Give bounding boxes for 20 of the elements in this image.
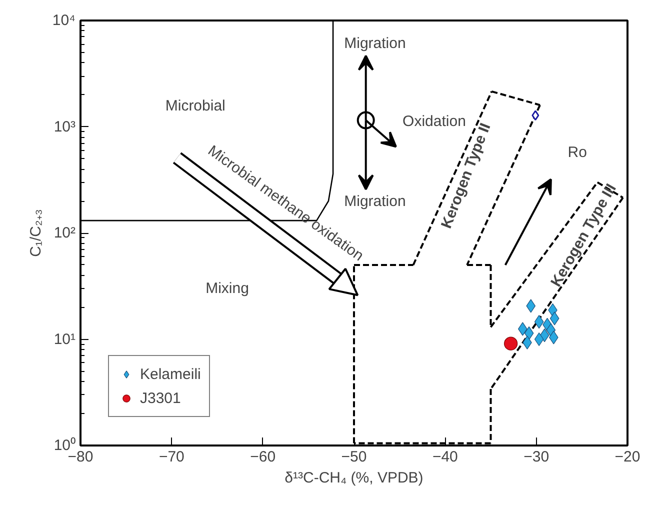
legend-label: J3301: [140, 390, 181, 406]
x-tick-label: −30: [524, 448, 550, 466]
x-tick-label: −60: [250, 448, 276, 466]
x-axis-title: δ¹³C-CH₄ (%, VPDB): [284, 470, 424, 486]
y-tick-label: 10⁴: [52, 12, 76, 29]
annotation: Mixing: [206, 280, 249, 298]
y-tick-label: 10¹: [54, 330, 76, 348]
x-tick-label: −20: [614, 448, 640, 466]
annotation: Ro: [568, 144, 587, 162]
legend-label: Kelameili: [140, 366, 201, 382]
annotation: Microbial: [165, 97, 226, 114]
y-tick-label: 10³: [54, 118, 76, 136]
x-tick-label: −70: [158, 448, 184, 466]
annotation: Migration: [344, 34, 406, 52]
annotation: Oxidation: [402, 113, 466, 130]
x-tick-label: −40: [432, 448, 458, 466]
y-axis-title: C₁/C₂₊₃: [27, 209, 44, 257]
y-tick-label: 10²: [54, 224, 76, 242]
annotation: Migration: [344, 193, 406, 210]
x-tick-label: −50: [341, 448, 367, 466]
